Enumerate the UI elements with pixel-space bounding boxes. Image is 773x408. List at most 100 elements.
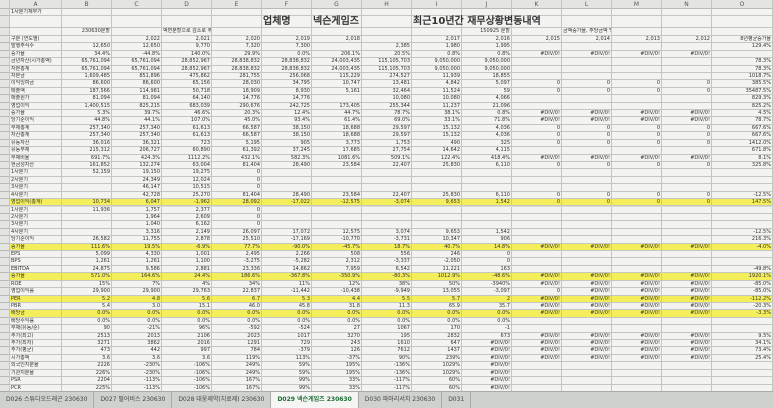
empty-cell[interactable] [562,317,612,326]
cell[interactable]: 2,377 [162,206,212,214]
cell[interactable]: 442 [112,347,162,355]
cell[interactable]: 1920.1% [712,273,773,281]
cell[interactable]: -136% [362,369,412,378]
empty-cell[interactable] [712,206,773,214]
cell[interactable]: #DIV/0! [512,302,562,311]
cell[interactable]: 161,852 [62,161,112,170]
cell[interactable]: 28,838,832 [262,65,312,73]
cell[interactable]: 24,875 [62,265,112,274]
empty-cell[interactable] [612,65,662,73]
cell[interactable]: #DIV/0! [612,273,662,281]
cell[interactable]: 44.7% [312,110,362,118]
empty-cell[interactable] [512,184,562,192]
cell[interactable]: 2016 [162,340,212,348]
cell[interactable]: 905 [262,139,312,148]
cell[interactable]: 150925 분할 [462,28,512,36]
column-header[interactable]: A [10,0,62,9]
cell[interactable]: #DIV/0! [512,310,562,318]
cell[interactable]: 119% [212,354,262,363]
cell[interactable]: 170 [412,325,462,333]
cell[interactable]: #DIV/0! [512,347,562,355]
cell[interactable]: 35.7 [462,302,512,311]
empty-cell[interactable] [62,9,112,17]
sheet-tab[interactable]: D028 대웅제약(치료제) 230630 [172,392,272,408]
cell[interactable]: #DIV/0! [562,273,612,281]
empty-cell[interactable] [312,95,362,103]
cell[interactable]: #DIV/0! [662,332,712,341]
cell[interactable]: 2013 [112,332,162,341]
cell[interactable]: 0 [462,251,512,259]
empty-cell[interactable] [662,236,712,244]
cell[interactable]: #DIV/0! [562,347,612,355]
cell[interactable]: 81,094 [62,95,112,103]
cell[interactable]: 6,162 [162,221,212,229]
cell[interactable]: 3,074 [362,228,412,237]
cell[interactable]: 1,757 [112,206,162,214]
empty-cell[interactable] [562,325,612,333]
cell[interactable]: 2,312 [312,258,362,266]
empty-cell[interactable] [462,221,512,229]
cell[interactable]: PER [10,295,62,303]
cell[interactable]: 11,524 [412,87,462,96]
cell[interactable]: 19,275 [162,169,212,177]
cell[interactable]: -106% [162,362,212,370]
empty-cell[interactable] [362,35,412,44]
cell[interactable]: 26,097 [212,228,262,237]
cell[interactable]: 부채비율 [10,154,62,162]
empty-cell[interactable] [412,184,462,192]
cell[interactable]: 34,795 [262,80,312,88]
cell[interactable]: #DIV/0! [562,340,612,348]
cell[interactable]: 27 [312,325,362,333]
cell[interactable]: 508 [312,251,362,259]
column-header[interactable]: G [312,0,362,9]
cell[interactable]: 0 [562,87,612,96]
cell[interactable]: 78.7% [362,110,412,118]
cell[interactable]: 0 [562,199,612,207]
cell[interactable]: 163 [462,265,512,274]
cell[interactable]: #DIV/0! [662,273,712,281]
cell[interactable]: 19,150 [112,169,162,177]
cell[interactable]: 61.4% [312,117,362,125]
empty-cell[interactable] [712,184,773,192]
cell[interactable]: 24,003,435 [312,58,362,66]
cell[interactable]: 3862 [112,340,162,348]
cell[interactable]: 90 [62,325,112,333]
cell[interactable]: 25,510 [212,236,262,244]
cell[interactable]: 25,270 [162,191,212,200]
cell[interactable]: 44.1% [112,117,162,125]
cell[interactable]: #DIV/0! [462,362,512,370]
cell[interactable]: 1,980 [412,43,462,51]
cell[interactable]: 5.5 [362,295,412,303]
empty-cell[interactable] [712,9,773,17]
empty-cell[interactable] [462,16,512,29]
cell[interactable]: #DIV/0! [612,110,662,118]
empty-cell[interactable] [662,317,712,326]
cell[interactable]: 671.8% [712,147,773,155]
cell[interactable]: 1029% [412,369,462,378]
cell[interactable]: 9.5% [712,332,773,341]
empty-cell[interactable] [662,176,712,185]
cell[interactable]: #DIV/0! [562,332,612,341]
cell[interactable]: 업체명 [262,16,312,29]
cell[interactable]: PBR [10,302,62,311]
cell[interactable]: 0.0% [462,317,512,326]
empty-cell[interactable] [412,28,462,36]
cell[interactable]: 0.8% [462,110,512,118]
cell[interactable]: 683,039 [162,102,212,111]
empty-cell[interactable] [512,369,562,378]
cell[interactable]: 0 [662,132,712,140]
cell[interactable]: 2,609 [162,213,212,222]
empty-cell[interactable] [512,176,562,185]
empty-cell[interactable] [162,16,212,29]
cell[interactable]: 증가율 [10,110,62,118]
cell[interactable]: 249% [212,369,262,378]
empty-cell[interactable] [362,206,412,214]
empty-cell[interactable] [10,28,62,36]
cell[interactable]: 4.5% [712,110,773,118]
cell[interactable]: 114,981 [112,87,162,96]
cell[interactable]: #DIV/0! [562,243,612,251]
cell[interactable]: 0.0% [312,317,362,326]
cell[interactable]: 71.8% [462,117,512,125]
cell[interactable]: -6.9% [162,243,212,251]
cell[interactable]: 61,613 [162,124,212,133]
